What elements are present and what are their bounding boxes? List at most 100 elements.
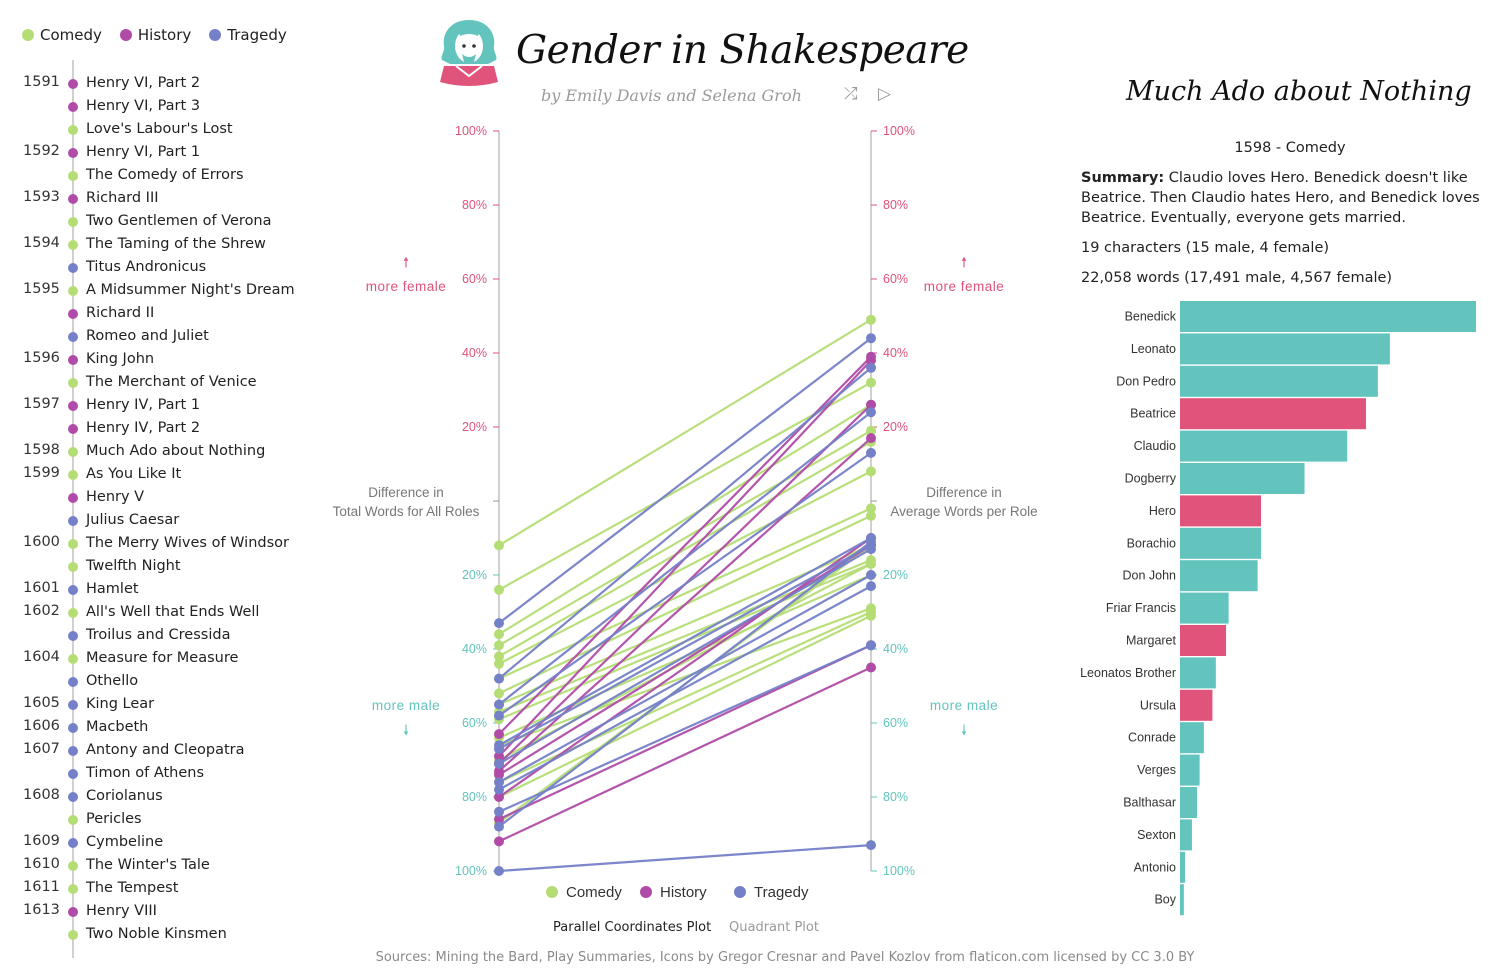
play-point-right[interactable] — [866, 503, 876, 514]
timeline-play-title[interactable]: All's Well that Ends Well — [86, 604, 260, 620]
play-point-right[interactable] — [866, 581, 876, 592]
play-line-tragedy[interactable] — [494, 333, 876, 629]
play-point-right[interactable] — [866, 433, 876, 444]
timeline-play-title[interactable]: Measure for Measure — [86, 650, 239, 666]
play-line-history[interactable] — [494, 351, 876, 740]
character-bar[interactable] — [1180, 689, 1213, 721]
play-point-left[interactable] — [494, 729, 504, 740]
timeline-play-title[interactable]: As You Like It — [86, 466, 182, 482]
timeline-row[interactable]: The Comedy of Errors — [0, 166, 320, 188]
character-bar[interactable] — [1180, 398, 1366, 430]
play-line-tragedy[interactable] — [494, 447, 876, 721]
play-line-tragedy[interactable] — [494, 407, 876, 710]
timeline-row[interactable]: Titus Andronicus — [0, 258, 320, 280]
timeline-row[interactable]: Two Noble Kinsmen — [0, 925, 320, 947]
play-point-right[interactable] — [866, 447, 876, 458]
timeline-play-title[interactable]: Hamlet — [86, 581, 139, 597]
timeline-play-title[interactable]: The Taming of the Shrew — [86, 236, 266, 252]
play-point-right[interactable] — [866, 407, 876, 418]
play-point-right[interactable] — [866, 399, 876, 410]
timeline-row[interactable]: 1604 Measure for Measure — [0, 649, 320, 671]
timeline-row[interactable]: 1594 The Taming of the Shrew — [0, 235, 320, 257]
play-line-comedy[interactable] — [494, 377, 876, 595]
play-point-left[interactable] — [494, 743, 504, 754]
timeline-row[interactable]: 1595 A Midsummer Night's Dream — [0, 281, 320, 303]
play-point-left[interactable] — [494, 821, 504, 832]
play-point-left[interactable] — [494, 758, 504, 769]
play-point-right[interactable] — [866, 466, 876, 477]
play-point-left[interactable] — [494, 769, 504, 780]
play-point-left[interactable] — [494, 806, 504, 817]
timeline-play-title[interactable]: Henry VIII — [86, 903, 157, 919]
timeline-row[interactable]: Richard II — [0, 304, 320, 326]
timeline-row[interactable]: 1591 Henry VI, Part 2 — [0, 74, 320, 96]
timeline-row[interactable]: 1597 Henry IV, Part 1 — [0, 396, 320, 418]
shuffle-icon[interactable]: ⤮ — [844, 84, 858, 104]
timeline-row[interactable]: 1613 Henry VIII — [0, 902, 320, 924]
play-point-left[interactable] — [494, 651, 504, 662]
legend-item-history[interactable]: History — [119, 26, 191, 44]
character-bar[interactable] — [1180, 722, 1204, 754]
timeline-play-title[interactable]: Titus Andronicus — [86, 259, 207, 275]
timeline-play-title[interactable]: Henry VI, Part 1 — [86, 144, 201, 160]
play-point-right[interactable] — [866, 610, 876, 621]
play-point-right[interactable] — [866, 536, 876, 547]
timeline-row[interactable]: Twelfth Night — [0, 557, 320, 579]
timeline-play-title[interactable]: Love's Labour's Lost — [86, 121, 233, 137]
timeline-row[interactable]: Othello — [0, 672, 320, 694]
play-line-history[interactable] — [494, 540, 876, 780]
timeline-play-title[interactable]: Richard III — [86, 190, 159, 206]
timeline-play-title[interactable]: The Comedy of Errors — [86, 167, 244, 183]
play-point-left[interactable] — [494, 618, 504, 629]
timeline-row[interactable]: Two Gentlemen of Verona — [0, 212, 320, 234]
timeline-play-title[interactable]: Twelfth Night — [86, 558, 181, 574]
character-bar[interactable] — [1180, 592, 1229, 624]
timeline-row[interactable]: The Merchant of Venice — [0, 373, 320, 395]
timeline-play-title[interactable]: Antony and Cleopatra — [86, 742, 245, 758]
timeline-row[interactable]: 1609 Cymbeline — [0, 833, 320, 855]
character-bar[interactable] — [1180, 625, 1227, 656]
timeline-row[interactable]: 1610 The Winter's Tale — [0, 856, 320, 878]
timeline-row[interactable]: Romeo and Juliet — [0, 327, 320, 349]
play-line-comedy[interactable] — [494, 425, 876, 651]
character-bar[interactable] — [1180, 819, 1192, 851]
play-line-history[interactable] — [494, 662, 876, 847]
play-point-left[interactable] — [494, 673, 504, 684]
timeline-play-title[interactable]: A Midsummer Night's Dream — [86, 282, 295, 298]
timeline-play-title[interactable]: Two Gentlemen of Verona — [86, 213, 272, 229]
play-point-left[interactable] — [494, 792, 504, 802]
play-point-right[interactable] — [866, 355, 876, 366]
play-line-tragedy[interactable] — [494, 570, 876, 788]
timeline-row[interactable]: Timon of Athens — [0, 764, 320, 786]
play-line-comedy[interactable] — [494, 466, 876, 669]
character-bar[interactable] — [1180, 754, 1200, 786]
character-bar[interactable] — [1180, 787, 1198, 818]
timeline-play-title[interactable]: Henry V — [86, 489, 145, 505]
character-bar[interactable] — [1180, 527, 1262, 559]
timeline-play-title[interactable]: The Tempest — [86, 880, 179, 896]
play-point-left[interactable] — [494, 784, 504, 795]
play-point-left[interactable] — [494, 699, 504, 710]
timeline-play-title[interactable]: Richard II — [86, 305, 155, 321]
timeline-play-title[interactable]: Henry IV, Part 2 — [86, 420, 201, 436]
timeline-row[interactable]: 1611 The Tempest — [0, 879, 320, 901]
timeline-row[interactable]: Troilus and Cressida — [0, 626, 320, 648]
timeline-row[interactable]: Love's Labour's Lost — [0, 120, 320, 142]
character-bar[interactable] — [1180, 851, 1186, 883]
timeline-row[interactable]: 1602 All's Well that Ends Well — [0, 603, 320, 625]
play-icon[interactable]: ▷ — [878, 84, 892, 104]
timeline-play-title[interactable]: Coriolanus — [86, 788, 163, 804]
timeline-row[interactable]: 1592 Henry VI, Part 1 — [0, 143, 320, 165]
timeline-row[interactable]: 1601 Hamlet — [0, 580, 320, 602]
timeline-row[interactable]: Henry V — [0, 488, 320, 510]
timeline-row[interactable]: Henry VI, Part 3 — [0, 97, 320, 119]
timeline-play-title[interactable]: King John — [86, 351, 155, 367]
timeline-row[interactable]: 1599 As You Like It — [0, 465, 320, 487]
play-line-comedy[interactable] — [494, 314, 876, 551]
timeline-play-title[interactable]: The Merry Wives of Windsor — [86, 535, 289, 551]
play-point-left[interactable] — [494, 658, 504, 669]
timeline-row[interactable]: Pericles — [0, 810, 320, 832]
timeline-row[interactable]: 1598 Much Ado about Nothing — [0, 442, 320, 464]
play-point-right[interactable] — [866, 640, 876, 651]
timeline-play-title[interactable]: Henry VI, Part 2 — [86, 75, 201, 91]
